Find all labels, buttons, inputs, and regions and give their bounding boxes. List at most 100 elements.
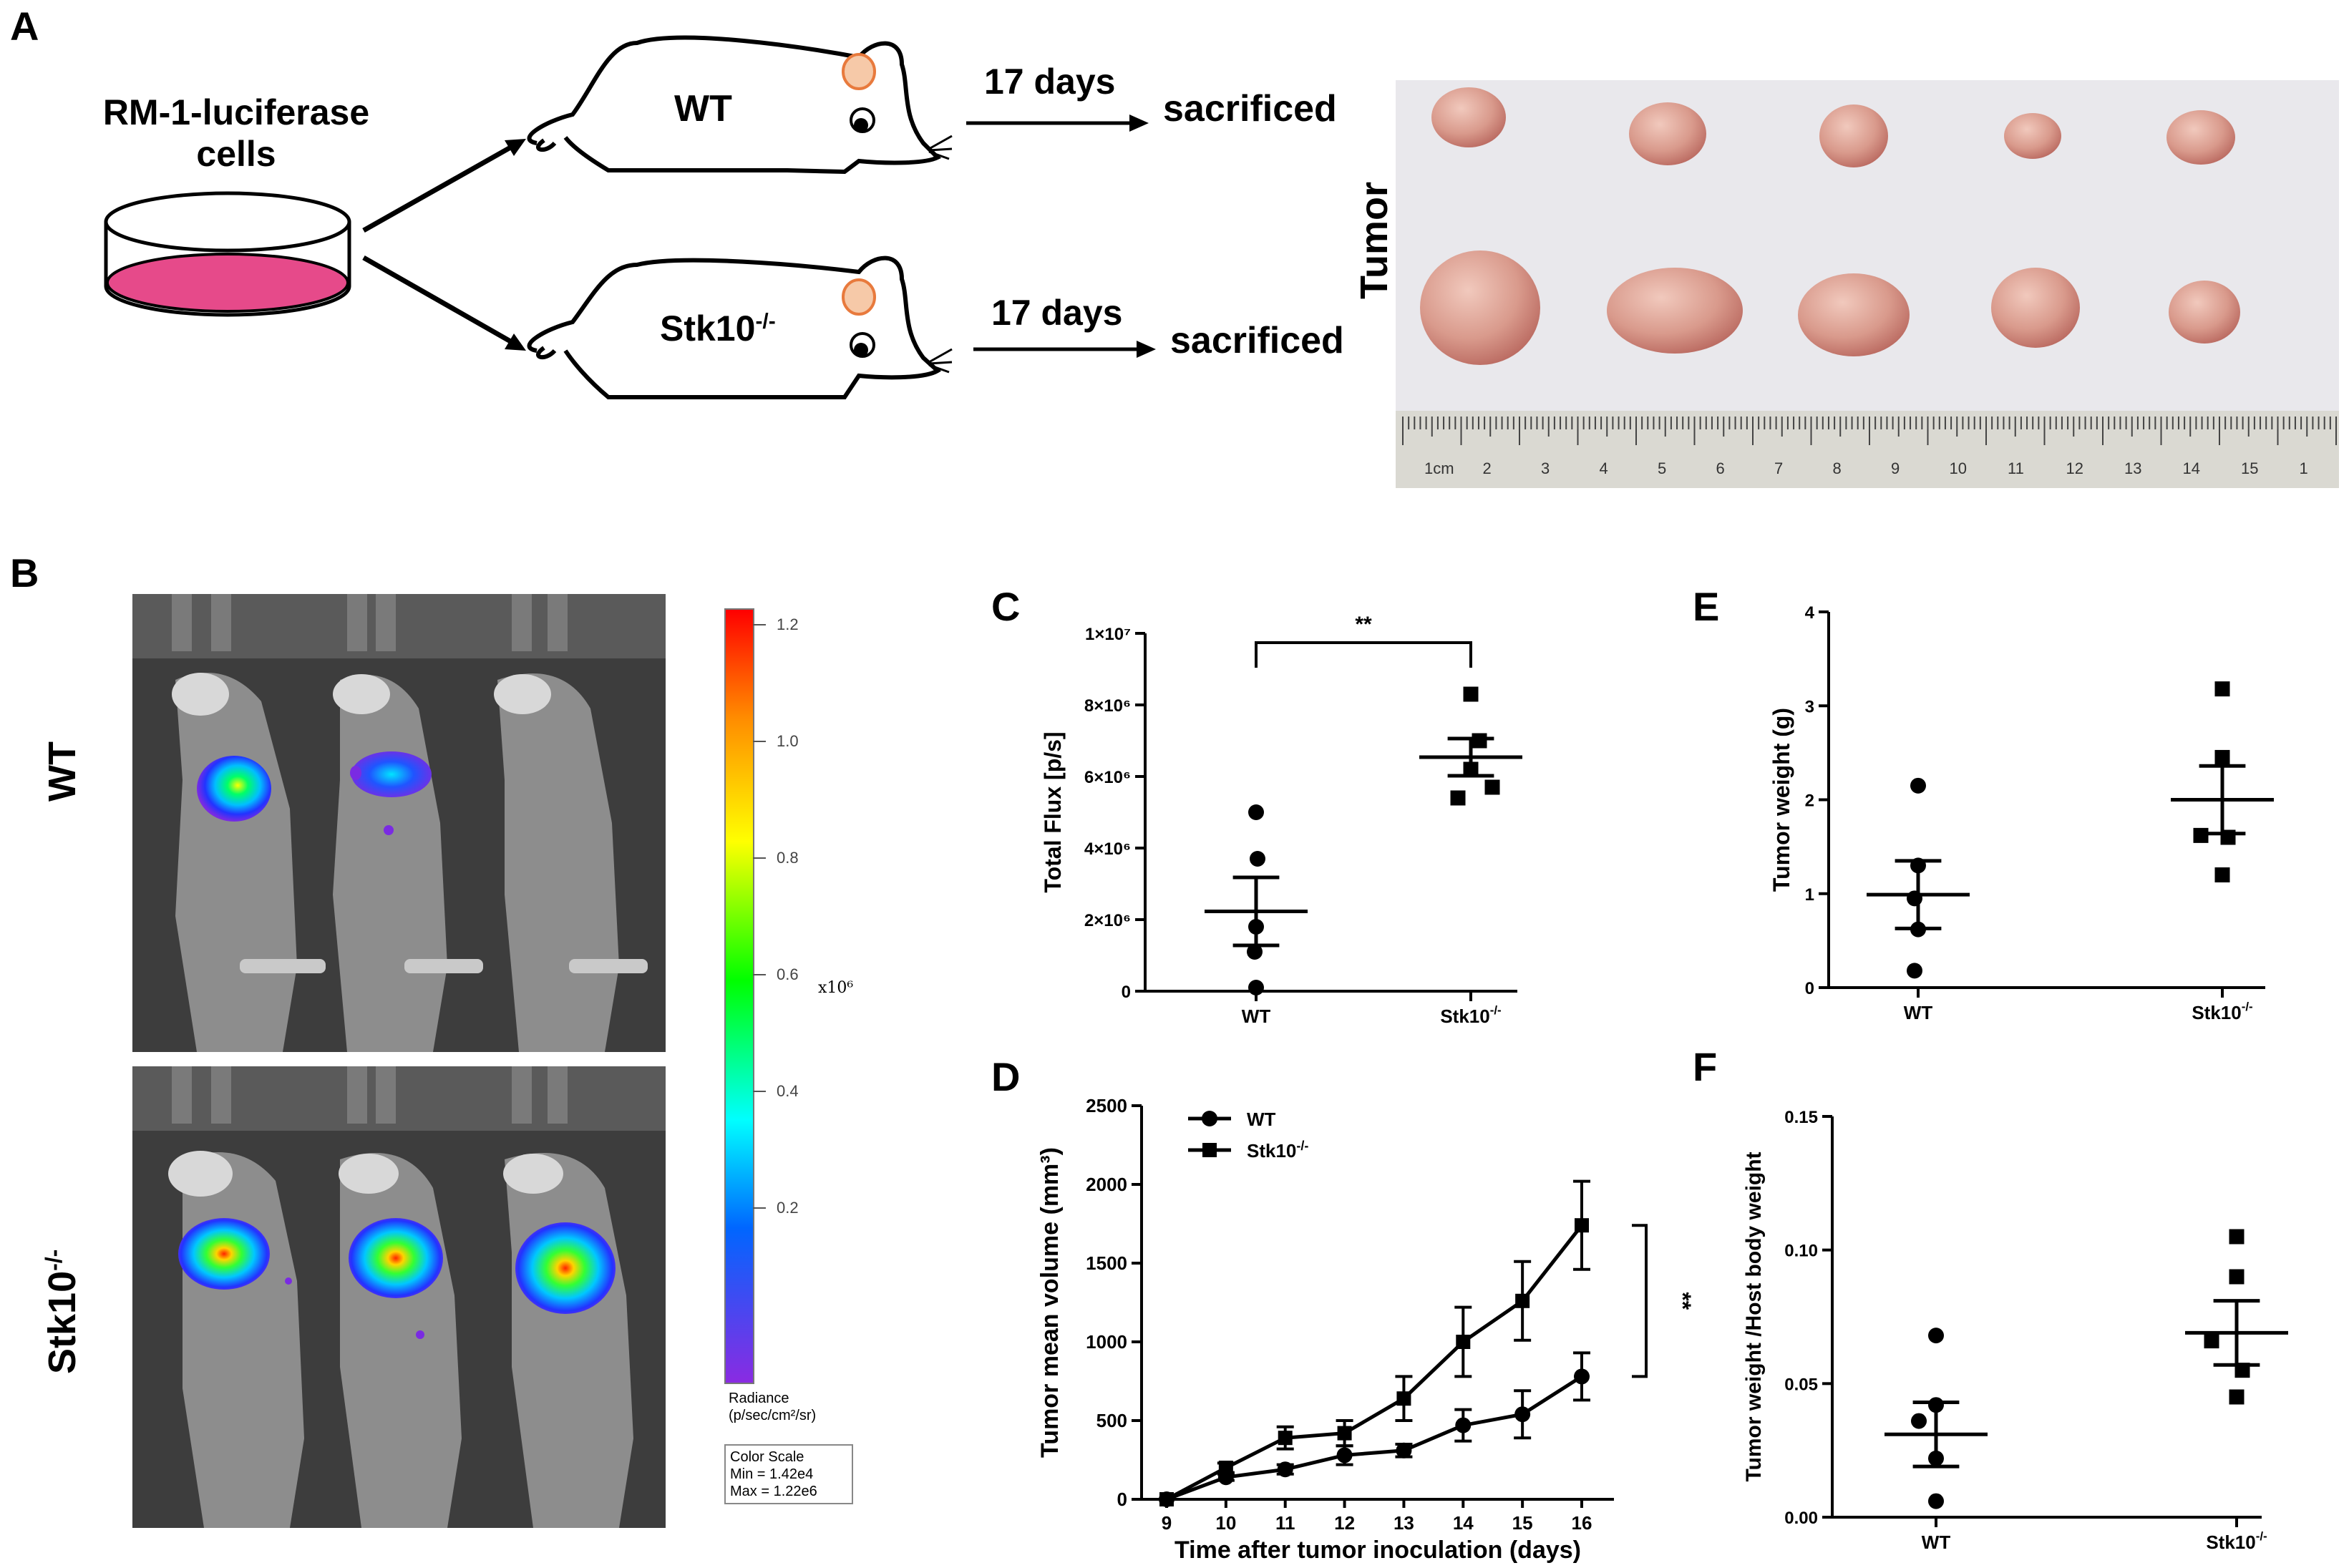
data-point-square xyxy=(1463,686,1479,702)
series-line xyxy=(1165,1224,1583,1501)
y-tick-label: 1 xyxy=(1805,885,1814,905)
ruler-label: 7 xyxy=(1774,459,1784,477)
y-tick-label: 2500 xyxy=(1086,1095,1127,1116)
y-axis-label: Tumor weight (g) xyxy=(1769,708,1794,892)
data-point-circle xyxy=(1247,944,1263,960)
panel-label-f: F xyxy=(1693,1044,1718,1089)
y-tick-label: 0 xyxy=(1805,979,1814,998)
data-point-circle xyxy=(1911,1413,1927,1429)
data-point-circle xyxy=(1277,1461,1293,1478)
legend-marker-wt xyxy=(1202,1111,1217,1126)
data-point-circle xyxy=(1248,804,1264,820)
y-tick-label: 4×10⁶ xyxy=(1084,839,1131,859)
x-tick-label: 11 xyxy=(1275,1512,1295,1534)
ruler-label: 2 xyxy=(1482,459,1492,477)
y-tick-label: 0 xyxy=(1117,1489,1127,1510)
y-tick-label: 0.00 xyxy=(1784,1509,1818,1528)
data-point-circle xyxy=(1928,1450,1944,1466)
ruler-label: 10 xyxy=(1949,459,1967,477)
data-point-square xyxy=(1159,1492,1174,1506)
ruler-label: 4 xyxy=(1599,459,1608,477)
data-point-square xyxy=(2204,1333,2219,1349)
data-point-circle xyxy=(1455,1417,1472,1433)
mouse-wt-label: WT xyxy=(674,88,732,130)
arrow-to-ko xyxy=(362,255,526,351)
y-tick-label: 0.10 xyxy=(1784,1242,1818,1261)
data-point-square xyxy=(1575,1218,1589,1233)
wt-sacrificed-label: sacrificed xyxy=(1163,88,1337,130)
x-tick-label: WT xyxy=(1242,1005,1271,1027)
data-point-square xyxy=(2234,1363,2250,1378)
scale-tick-mark xyxy=(753,857,766,859)
imaging-ko-image xyxy=(132,1066,666,1528)
y-tick-label: 2000 xyxy=(1086,1174,1127,1195)
mouse-ko-drawing xyxy=(527,255,953,399)
tumor-photo-drawing xyxy=(1396,87,2339,488)
x-tick-label: Stk10-/- xyxy=(2206,1529,2267,1553)
data-point-circle xyxy=(1907,963,1922,979)
scale-multiplier: x10⁶ xyxy=(818,979,854,997)
ruler-label: 1cm xyxy=(1424,459,1454,477)
scale-tick-mark xyxy=(753,1091,766,1092)
imaging-wt-drawing xyxy=(132,594,666,1052)
panel-label-a: A xyxy=(10,4,39,49)
radiance-label: Radiance (p/sec/cm²/sr) xyxy=(729,1391,817,1423)
panel-label-d: D xyxy=(991,1054,1021,1099)
data-point-circle xyxy=(1928,1328,1944,1344)
ruler-label: 13 xyxy=(2124,459,2142,477)
data-point-circle xyxy=(1907,890,1922,907)
y-tick-label: 2×10⁶ xyxy=(1084,911,1131,930)
chart-f-weight-ratio: 0.00 0.05 0.10 0.15 Tumor weight /Host body … xyxy=(1742,1108,2288,1553)
x-tick-label: 12 xyxy=(1334,1512,1355,1534)
y-tick-label: 1000 xyxy=(1086,1331,1127,1353)
data-point-square xyxy=(1515,1293,1530,1308)
data-point-circle xyxy=(1928,1493,1944,1509)
mouse-wt-drawing xyxy=(527,35,953,175)
arrow-ko-sacrificed xyxy=(973,341,1156,358)
data-point-square xyxy=(1278,1431,1293,1446)
imaging-wt-image xyxy=(132,594,666,1052)
data-point-circle xyxy=(1336,1447,1353,1464)
x-tick-label: 9 xyxy=(1162,1512,1172,1534)
data-point-square xyxy=(2220,829,2236,845)
tumor-label: Tumor xyxy=(1353,182,1396,299)
significance-bracket xyxy=(1632,1224,1648,1378)
x-tick-label: Stk10-/- xyxy=(1440,1003,1501,1027)
data-point-circle xyxy=(1514,1406,1531,1423)
y-tick-label: 3 xyxy=(1805,697,1814,716)
y-tick-label: 500 xyxy=(1096,1410,1127,1431)
color-scale-bar xyxy=(724,608,754,1384)
chart-d-tumor-volume: 0 500 1000 1500 2000 2500 9 10 11 12 13 14 15 16 Time … xyxy=(1036,1095,1696,1564)
x-tick-label: 10 xyxy=(1215,1512,1236,1534)
tumor-photo: 1cm 2 3 4 5 6 7 8 9 10 11 12 13 14 15 1 xyxy=(1396,80,2339,488)
scale-tick-label: 1.2 xyxy=(777,615,799,633)
x-tick-label: WT xyxy=(1922,1532,1951,1553)
ruler-label: 9 xyxy=(1891,459,1900,477)
scale-tick-mark xyxy=(753,1207,766,1209)
data-point-square xyxy=(2229,1389,2245,1405)
imaging-ko-drawing xyxy=(132,1066,666,1528)
legend-label-ko: Stk10-/- xyxy=(1247,1139,1308,1162)
data-point-circle xyxy=(1574,1368,1590,1385)
scale-tick-mark xyxy=(753,974,766,975)
y-tick-label: 8×10⁶ xyxy=(1084,696,1131,716)
data-point-circle xyxy=(1928,1397,1944,1413)
data-point-square xyxy=(1472,733,1487,749)
data-point-circle xyxy=(1910,857,1926,874)
legend-marker-ko xyxy=(1202,1143,1217,1157)
x-axis-label: Time after tumor inoculation (days) xyxy=(1174,1537,1581,1564)
series-line xyxy=(1166,1375,1583,1501)
panel-label-e: E xyxy=(1693,584,1720,629)
data-point-square xyxy=(2229,1269,2245,1285)
significance-bracket xyxy=(1255,641,1472,668)
cells-label-line1: RM-1-luciferase xyxy=(102,92,370,132)
x-tick-label: 15 xyxy=(1512,1512,1533,1534)
scale-tick-label: 0.6 xyxy=(777,965,799,983)
data-point-square xyxy=(1484,779,1500,795)
y-axis-label: Tumor weight /Host body weight xyxy=(1742,1151,1766,1481)
ko-days-label: 17 days xyxy=(991,293,1123,333)
chart-e-tumor-weight: 0 1 2 3 4 Tumor weight (g) WT Stk10-/- xyxy=(1769,603,2274,1023)
data-point-circle xyxy=(1396,1442,1412,1459)
scale-tick-label: 0.4 xyxy=(777,1082,799,1100)
data-point-circle xyxy=(1250,851,1265,867)
